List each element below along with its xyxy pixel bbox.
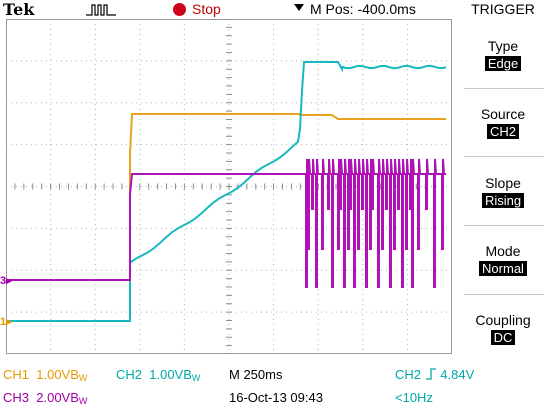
- waveform-display: [6, 19, 452, 354]
- ch1-ground-marker[interactable]: 1▸: [0, 316, 12, 328]
- trigger-menu: TRIGGER Type Edge Source CH2 Slope Risin…: [456, 0, 550, 365]
- trigger-position-marker-icon: [294, 4, 304, 11]
- graticule-grid: [6, 19, 452, 354]
- menu-item-label: Mode: [485, 243, 521, 259]
- ch3-readout[interactable]: CH3 2.00VBW: [3, 390, 88, 406]
- menu-mode[interactable]: Mode Normal: [456, 243, 550, 278]
- ch3-ground-marker[interactable]: 3▸: [0, 275, 12, 287]
- menu-item-value: Edge: [484, 56, 522, 71]
- trigger-frequency-readout: <10Hz: [395, 390, 433, 405]
- menu-slope[interactable]: Slope Rising: [456, 175, 550, 210]
- menu-item-label: Source: [480, 106, 526, 122]
- menu-item-label: Coupling: [475, 312, 531, 328]
- menu-item-value: CH2: [486, 124, 519, 139]
- top-status-bar: Tek Stop M Pos: -400.0ms: [0, 0, 456, 19]
- ch2-readout[interactable]: CH2 1.00VBW: [116, 367, 201, 383]
- run-state-label: Stop: [192, 1, 221, 17]
- menu-item-value: DC: [490, 330, 516, 345]
- horizontal-position-readout: M Pos: -400.0ms: [310, 1, 416, 17]
- menu-item-label: Type: [487, 38, 519, 54]
- rising-edge-icon: [425, 368, 436, 380]
- stop-indicator-icon: [173, 3, 186, 16]
- bottom-status-bar: CH1 1.00VBW CH2 1.00VBW M 250ms CH2 4.84…: [0, 364, 550, 412]
- menu-title: TRIGGER: [471, 1, 535, 17]
- ch1-readout[interactable]: CH1 1.00VBW: [3, 367, 88, 383]
- menu-divider: [464, 294, 544, 295]
- menu-type[interactable]: Type Edge: [456, 38, 550, 73]
- brand-logo: Tek: [3, 0, 35, 19]
- timebase-readout[interactable]: M 250ms: [229, 367, 283, 382]
- pulse-trigger-icon: [86, 4, 116, 16]
- date-time-readout: 16-Oct-13 09:43: [229, 390, 323, 405]
- menu-divider: [464, 225, 544, 226]
- menu-item-value: Normal: [479, 261, 527, 276]
- menu-coupling[interactable]: Coupling DC: [456, 312, 550, 347]
- menu-divider: [464, 88, 544, 89]
- menu-source[interactable]: Source CH2: [456, 106, 550, 141]
- menu-item-value: Rising: [481, 193, 525, 208]
- trigger-readout[interactable]: CH2 4.84V: [395, 367, 475, 382]
- menu-item-label: Slope: [485, 175, 521, 191]
- ch3-waveform: [6, 158, 446, 288]
- ch2-waveform: [6, 61, 447, 322]
- menu-divider: [464, 156, 544, 157]
